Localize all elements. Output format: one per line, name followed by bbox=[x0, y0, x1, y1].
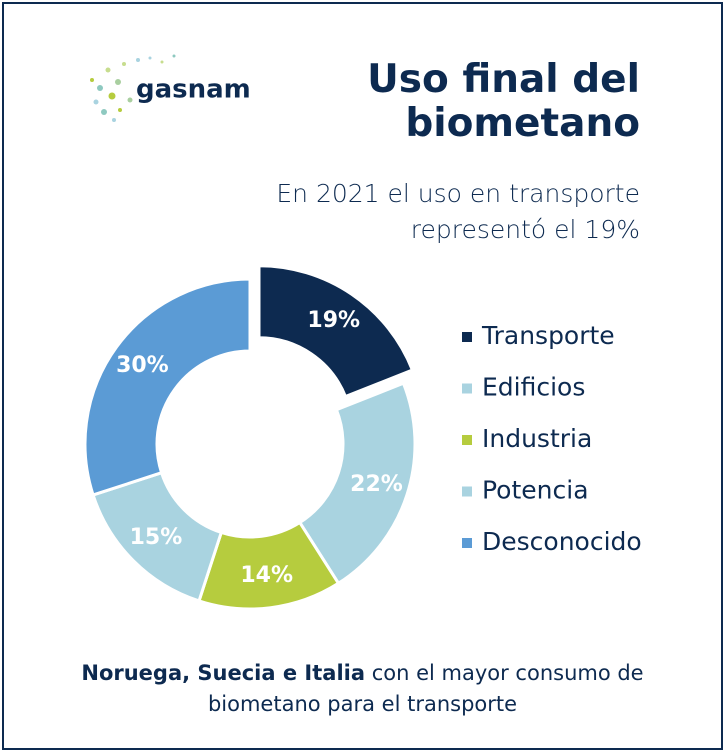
value-label: 15% bbox=[130, 525, 183, 550]
footer-text: con el mayor consumo de biometano para e… bbox=[207, 661, 644, 716]
logo: gasnam bbox=[90, 54, 251, 122]
slice bbox=[83, 277, 252, 497]
value-label: 14% bbox=[240, 563, 293, 588]
legend-swatch bbox=[462, 538, 472, 548]
legend-swatch bbox=[462, 383, 472, 394]
legend-swatch bbox=[462, 332, 472, 342]
value-label: 30% bbox=[116, 353, 169, 378]
chart-subtitle: En 2021 el uso en transporte representó … bbox=[276, 179, 640, 244]
footer-bold: Noruega, Suecia e Italia bbox=[81, 661, 366, 685]
logo-text: gasnam bbox=[136, 75, 251, 105]
legend-label: Transporte bbox=[481, 321, 615, 350]
footer: Noruega, Suecia e Italia con el mayor co… bbox=[40, 658, 685, 720]
value-label: 22% bbox=[350, 472, 403, 497]
value-label: 19% bbox=[307, 308, 360, 333]
chart-title: Uso final del biometano bbox=[367, 57, 640, 146]
legend-label: Industria bbox=[482, 424, 592, 453]
legend-label: Edificios bbox=[482, 373, 585, 402]
legend-label: Potencia bbox=[482, 476, 589, 505]
legend-label: Desconocido bbox=[482, 527, 642, 556]
slice bbox=[297, 381, 417, 586]
slice bbox=[257, 264, 415, 399]
legend-swatch bbox=[462, 486, 472, 497]
legend-swatch bbox=[462, 435, 472, 445]
